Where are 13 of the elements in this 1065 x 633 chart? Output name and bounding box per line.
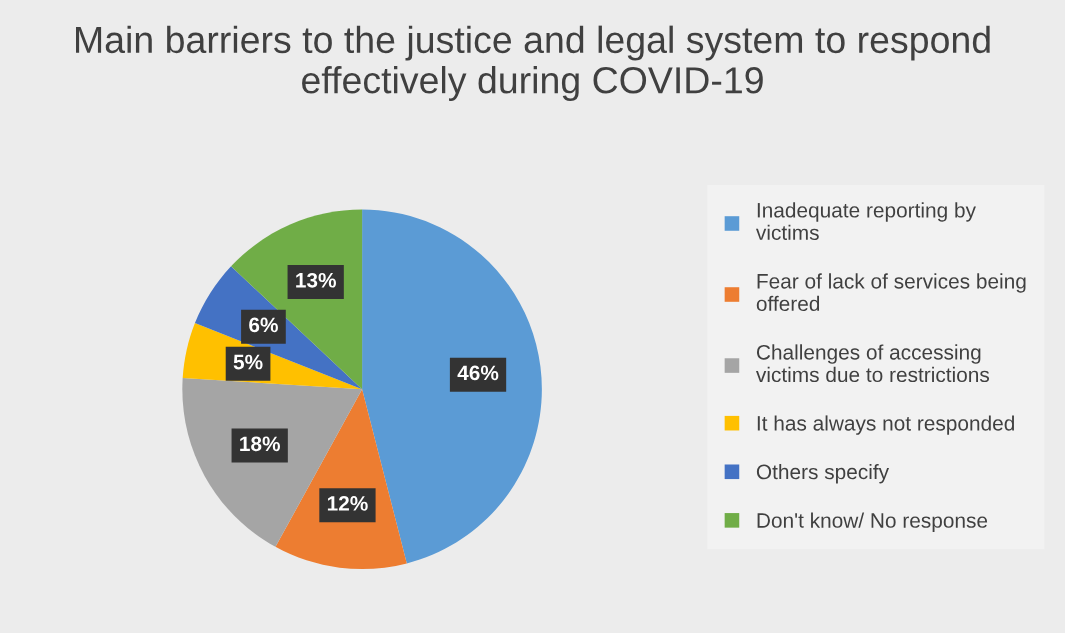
legend-label: Others specify: [756, 463, 890, 484]
data-label: 13%: [296, 272, 336, 288]
chart-title: Main barriers to the justice and legal system to respond effectively during COVID-19: [76, 25, 990, 101]
legend-label: Challenges of accessing victims due to restrictions: [755, 344, 990, 383]
data-label: 5%: [233, 354, 263, 370]
data-label: 18%: [240, 436, 280, 452]
legend-label: Inadequate reporting by victims: [755, 202, 976, 241]
data-label: 46%: [457, 365, 499, 381]
legend-label: It has always not responded: [757, 415, 1014, 435]
data-label: 6%: [249, 317, 278, 333]
legend-label: Don't know/ No response: [757, 512, 988, 532]
legend-label: Fear of lack of services being offered: [756, 273, 1026, 312]
data-label: 12%: [327, 496, 368, 511]
